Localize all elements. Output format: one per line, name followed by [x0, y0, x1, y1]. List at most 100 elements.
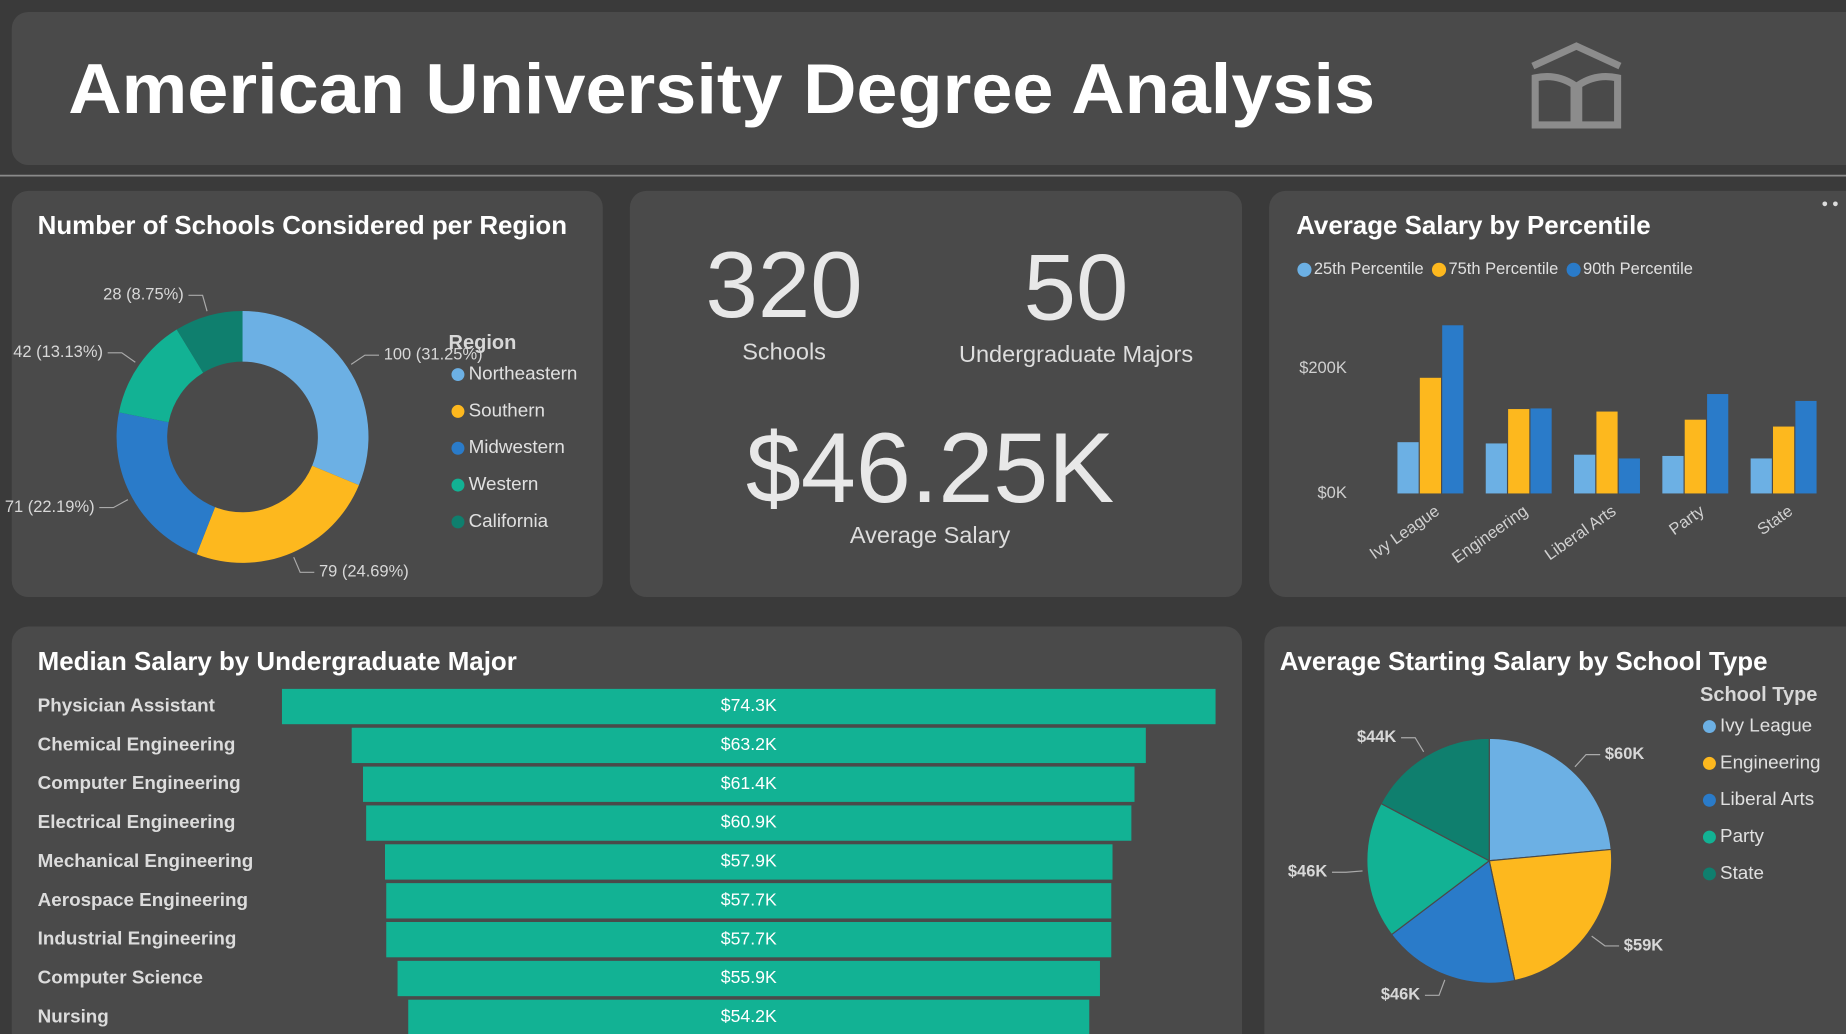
- dashboard-title: American University Degree Analysis: [68, 49, 1375, 128]
- menu-dot[interactable]: [1833, 201, 1838, 207]
- data-label: $59K: [1624, 936, 1663, 954]
- data-label: $57.7K: [721, 928, 777, 948]
- funnel-bar: [386, 921, 1112, 958]
- legend-marker: [451, 478, 465, 492]
- legend-marker: [1431, 262, 1447, 277]
- kpi-value: 320: [706, 232, 863, 337]
- leader-line: [1591, 935, 1620, 947]
- legend-label: California: [469, 510, 549, 531]
- legend-label: 25th Percentile: [1314, 260, 1424, 278]
- data-label: 100 (31.25%): [384, 346, 483, 364]
- funnel-bar: [351, 727, 1146, 764]
- data-label: 28 (8.75%): [103, 286, 184, 304]
- leader-line: [1401, 737, 1425, 753]
- category-label: Electrical Engineering: [38, 811, 236, 832]
- legend-title: Region: [449, 332, 517, 354]
- bar: [1773, 426, 1795, 494]
- data-label: $55.9K: [721, 967, 777, 987]
- book-icon: [1531, 42, 1622, 129]
- leader-line: [293, 556, 315, 573]
- data-label: $57.9K: [721, 851, 777, 871]
- bar: [1485, 443, 1507, 494]
- bar: [1684, 419, 1706, 494]
- header-panel: [11, 11, 1846, 165]
- category-label: Nursing: [38, 1005, 109, 1026]
- legend-title: School Type: [1700, 684, 1817, 706]
- panel: [629, 190, 1243, 598]
- funnel-bar: [366, 805, 1132, 841]
- legend-label: Ivy League: [1720, 715, 1812, 736]
- category-label: Computer Science: [38, 966, 203, 987]
- slice: [242, 310, 369, 486]
- bar: [1574, 454, 1596, 494]
- category-label: Computer Engineering: [38, 772, 241, 793]
- data-label: $57.7K: [721, 889, 777, 909]
- legend-marker: [1702, 756, 1716, 770]
- legend-label: Midwestern: [469, 436, 565, 457]
- data-label: $61.4K: [721, 773, 777, 793]
- funnel-bar: [363, 766, 1135, 802]
- data-label: $44K: [1357, 728, 1396, 746]
- bar: [1530, 408, 1552, 494]
- legend-marker: [451, 515, 465, 529]
- bar: [1508, 409, 1530, 494]
- legend-marker: [451, 404, 465, 418]
- leader-line: [1331, 870, 1363, 873]
- legend-label: State: [1720, 862, 1764, 883]
- kpi-value: $46.25K: [746, 412, 1114, 523]
- data-label: $60.9K: [721, 812, 777, 832]
- data-label: $63.2K: [721, 734, 777, 754]
- icon-page-right: [1575, 73, 1622, 129]
- bar: [1618, 458, 1640, 494]
- data-label: 42 (13.13%): [13, 343, 103, 361]
- legend-label: Liberal Arts: [1720, 788, 1814, 809]
- category-label: Industrial Engineering: [38, 928, 237, 949]
- funnel-bar: [384, 844, 1113, 880]
- legend-label: Party: [1720, 825, 1765, 846]
- data-label: $54.2K: [721, 1006, 777, 1026]
- data-label: $46K: [1381, 986, 1420, 1004]
- leader-line: [188, 294, 208, 312]
- slice: [1366, 802, 1491, 936]
- chart-title: Number of Schools Considered per Region: [38, 212, 567, 240]
- leader-line: [1574, 754, 1601, 768]
- legend-marker: [1297, 262, 1312, 277]
- bar: [1707, 394, 1729, 494]
- leader-line: [99, 499, 129, 509]
- menu-dot[interactable]: [1822, 201, 1828, 207]
- chart-title: Median Salary by Undergraduate Major: [38, 648, 517, 676]
- bar: [1662, 455, 1684, 494]
- data-label: 79 (24.69%): [319, 563, 409, 581]
- slice: [118, 329, 204, 423]
- slice: [1390, 859, 1516, 984]
- legend-marker: [451, 368, 465, 382]
- slice: [176, 310, 243, 373]
- funnel-bar: [408, 999, 1090, 1034]
- data-label: $60K: [1605, 745, 1644, 763]
- category-label: Chemical Engineering: [38, 733, 236, 754]
- slice: [116, 412, 216, 555]
- legend-marker: [1702, 793, 1716, 807]
- slice: [196, 465, 359, 563]
- bar: [1442, 325, 1464, 494]
- funnel-bar: [386, 883, 1112, 919]
- bar: [1795, 400, 1817, 494]
- chart-title: Average Salary by Percentile: [1296, 212, 1651, 240]
- chart-title: Average Starting Salary by School Type: [1280, 648, 1768, 676]
- legend-marker: [451, 441, 465, 455]
- data-label: $46K: [1288, 863, 1327, 881]
- kpi-label: Average Salary: [850, 522, 1011, 548]
- funnel-bar: [397, 960, 1100, 997]
- icon-roof: [1531, 42, 1622, 70]
- bar: [1750, 458, 1772, 494]
- legend-label: Western: [469, 473, 539, 494]
- leader-line: [350, 354, 380, 365]
- funnel-bar: [281, 688, 1216, 725]
- legend-label: 90th Percentile: [1583, 260, 1693, 278]
- slice: [1488, 848, 1613, 982]
- kpi-label: Undergraduate Majors: [959, 341, 1193, 367]
- icon-page-left: [1531, 73, 1578, 129]
- bar: [1397, 442, 1419, 494]
